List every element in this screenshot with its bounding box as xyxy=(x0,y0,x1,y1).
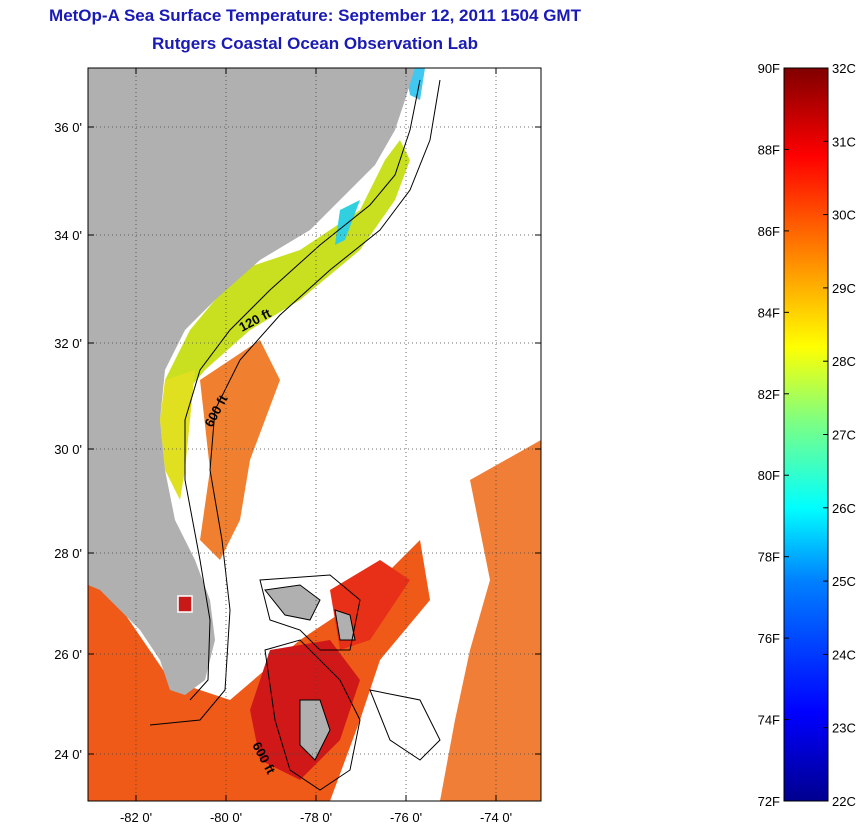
colorbar-c-label: 26C xyxy=(832,501,856,516)
colorbar xyxy=(783,67,829,802)
colorbar-c-label: 30C xyxy=(832,208,856,223)
colorbar-c-label: 28C xyxy=(832,354,856,369)
colorbar-c-label: 27C xyxy=(832,428,856,443)
colorbar-f-label: 82F xyxy=(758,387,780,402)
colorbar-f-label: 84F xyxy=(758,305,780,320)
bahamas-island-2 xyxy=(299,699,331,761)
colorbar-c-label: 31C xyxy=(832,134,856,149)
bahamas-island-1 xyxy=(264,584,321,621)
map-subtitle: Rutgers Coastal Ocean Observation Lab xyxy=(152,34,478,53)
colorbar-f-label: 80F xyxy=(758,468,780,483)
colorbar-c-label: 23C xyxy=(832,721,856,736)
colorbar-c-label: 32C xyxy=(832,61,856,76)
colorbar-f-label: 74F xyxy=(758,713,780,728)
colorbar-celsius-ticks: 32C 31C 30C 29C 28C 27C 26C 25C 24C 23C 22C xyxy=(823,61,856,809)
colorbar-c-label: 24C xyxy=(832,647,856,662)
lat-label-36: 36 0' xyxy=(54,120,82,135)
lake-okeechobee xyxy=(177,595,193,613)
contour-bahamas xyxy=(259,574,361,651)
colorbar-c-label: 25C xyxy=(832,574,856,589)
colorbar-f-label: 76F xyxy=(758,631,780,646)
colorbar-f-label: 88F xyxy=(758,142,780,157)
warm-water-east xyxy=(440,440,541,801)
contour-bahamas-2 xyxy=(264,639,361,791)
colorbar-c-label: 22C xyxy=(832,794,856,809)
shelf-water-north xyxy=(165,140,410,430)
colorbar-f-label: 86F xyxy=(758,224,780,239)
lon-label-76: -76 0' xyxy=(390,810,422,825)
map-frame xyxy=(87,67,542,802)
lat-label-26: 26 0' xyxy=(54,647,82,662)
contour-bahamas-3 xyxy=(369,689,441,761)
colorbar-f-label: 78F xyxy=(758,550,780,565)
lat-label-34: 34 0' xyxy=(54,228,82,243)
lat-label-28: 28 0' xyxy=(54,546,82,561)
lat-label-30: 30 0' xyxy=(54,442,82,457)
land-southeast-us xyxy=(88,68,415,695)
colorbar-c-label: 29C xyxy=(832,281,856,296)
lon-label-78: -78 0' xyxy=(300,810,332,825)
lon-label-80: -80 0' xyxy=(210,810,242,825)
colorbar-f-label: 90F xyxy=(758,61,780,76)
warm-water-gulfstream xyxy=(200,340,280,560)
colorbar-f-label: 72F xyxy=(758,794,780,809)
lat-label-32: 32 0' xyxy=(54,336,82,351)
warm-water-south xyxy=(88,540,430,801)
lat-label-24: 24 0' xyxy=(54,747,82,762)
shelf-water-south xyxy=(160,370,195,500)
bahamas-island-3 xyxy=(334,609,356,641)
tick-marks xyxy=(88,68,541,801)
lon-label-74: -74 0' xyxy=(480,810,512,825)
colorbar-fahrenheit-ticks: 90F 88F 86F 84F 82F 80F 78F 76F 74F 72F xyxy=(758,61,789,809)
contour-120ft xyxy=(184,79,421,701)
map-title: MetOp-A Sea Surface Temperature: Septemb… xyxy=(49,6,581,25)
lon-label-82: -82 0' xyxy=(120,810,152,825)
